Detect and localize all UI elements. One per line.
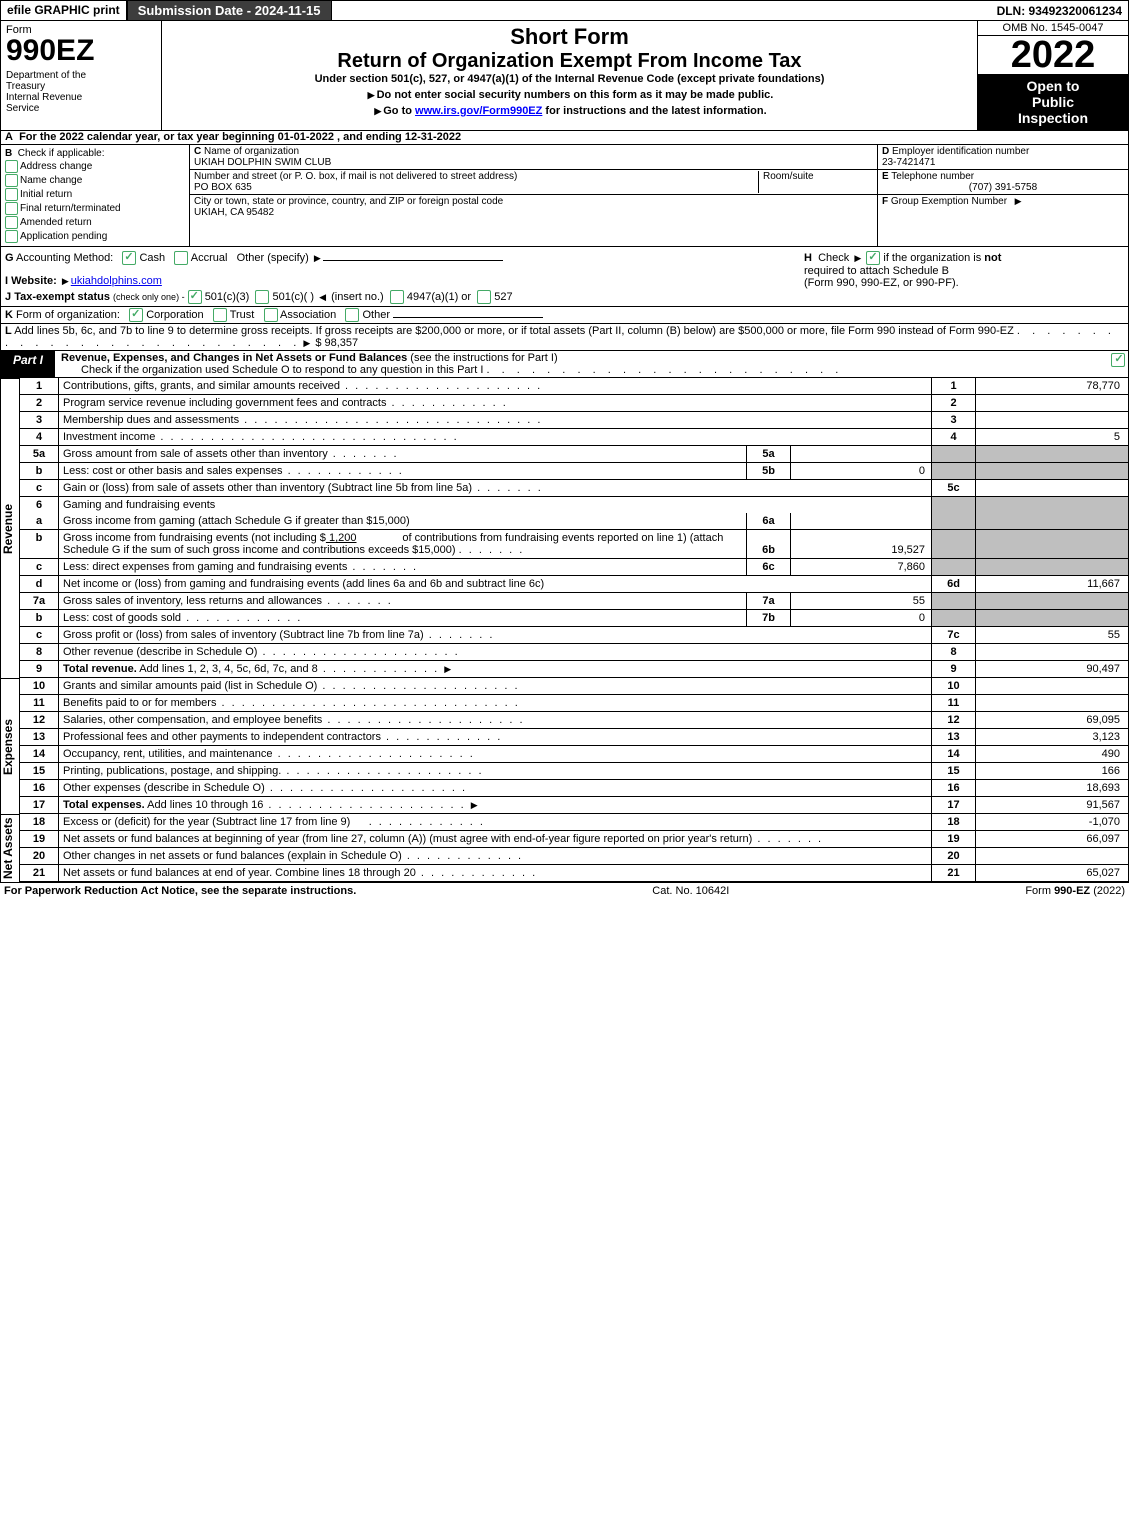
gross-receipts-value: $ 98,357: [315, 337, 358, 349]
netassets-section: Net Assets 18Excess or (deficit) for the…: [0, 814, 1129, 882]
room-suite: Room/suite: [758, 171, 873, 193]
val-21: 65,027: [976, 865, 1129, 882]
chk-corp[interactable]: [129, 308, 143, 322]
chk-trust[interactable]: [213, 308, 227, 322]
tax-year: 2022: [978, 36, 1128, 74]
val-9: 90,497: [976, 661, 1129, 678]
instr-ssn: Do not enter social security numbers on …: [170, 89, 969, 101]
irs-link[interactable]: www.irs.gov/Form990EZ: [415, 105, 542, 117]
line-j: J Tax-exempt status (check only one) - 5…: [5, 290, 796, 304]
part1-label: Part I: [1, 351, 55, 377]
line-i: I Website: ukiahdolphins.com: [5, 275, 796, 287]
dept-text: Department of theTreasuryInternal Revenu…: [6, 70, 156, 114]
sidelabel-netassets: Net Assets: [1, 814, 20, 882]
chk-assoc[interactable]: [264, 308, 278, 322]
expenses-section: Expenses 10Grants and similar amounts pa…: [0, 678, 1129, 814]
sidelabel-revenue: Revenue: [1, 378, 20, 678]
val-15: 166: [976, 763, 1129, 780]
city-state-zip: UKIAH, CA 95482: [194, 207, 274, 218]
val-8: [976, 644, 1129, 661]
val-6d: 11,667: [976, 576, 1129, 593]
sidelabel-expenses: Expenses: [1, 678, 20, 814]
line-a: A For the 2022 calendar year, or tax yea…: [0, 131, 1129, 145]
val-13: 3,123: [976, 729, 1129, 746]
val-7a: 55: [791, 593, 932, 610]
expenses-table: 10Grants and similar amounts paid (list …: [20, 678, 1129, 814]
val-6a: [791, 513, 932, 530]
netassets-table: 18Excess or (deficit) for the year (Subt…: [20, 814, 1129, 882]
val-14: 490: [976, 746, 1129, 763]
page-footer: For Paperwork Reduction Act Notice, see …: [0, 882, 1129, 899]
street-address: PO BOX 635: [194, 182, 252, 193]
block-bcdef: B Check if applicable: Address change Na…: [0, 145, 1129, 247]
chk-final-return[interactable]: [5, 202, 18, 215]
chk-501c[interactable]: [255, 290, 269, 304]
title-return: Return of Organization Exempt From Incom…: [170, 50, 969, 73]
val-10: [976, 678, 1129, 695]
block-gh: G Accounting Method: Cash Accrual Other …: [0, 247, 1129, 307]
val-20: [976, 848, 1129, 865]
val-line1: 78,770: [976, 378, 1129, 395]
revenue-section: Revenue 1 Contributions, gifts, grants, …: [0, 378, 1129, 678]
val-16: 18,693: [976, 780, 1129, 797]
submission-date-button[interactable]: Submission Date - 2024-11-15: [128, 1, 332, 20]
chk-501c3[interactable]: [188, 290, 202, 304]
section-b: B Check if applicable: Address change Na…: [1, 145, 190, 246]
part1-header: Part I Revenue, Expenses, and Changes in…: [0, 351, 1129, 378]
val-18: -1,070: [976, 814, 1129, 831]
val-7c: 55: [976, 627, 1129, 644]
val-6b: 19,527: [791, 530, 932, 559]
form-number: 990EZ: [6, 36, 156, 66]
line-h: H Check if the organization is not requi…: [800, 247, 1128, 306]
val-6c: 7,860: [791, 559, 932, 576]
section-def: D Employer identification number 23-7421…: [878, 145, 1128, 246]
val-11: [976, 695, 1129, 712]
val-line4: 5: [976, 429, 1129, 446]
dln-text: DLN: 93492320061234: [991, 2, 1128, 20]
top-bar: efile GRAPHIC print Submission Date - 20…: [0, 0, 1129, 21]
section-c: C Name of organization UKIAH DOLPHIN SWI…: [190, 145, 878, 246]
chk-address-change[interactable]: [5, 160, 18, 173]
cat-no: Cat. No. 10642I: [652, 885, 729, 897]
efile-print-button[interactable]: efile GRAPHIC print: [1, 1, 128, 20]
val-line2: [976, 395, 1129, 412]
subtitle: Under section 501(c), 527, or 4947(a)(1)…: [170, 73, 969, 85]
line-k: K Form of organization: Corporation Trus…: [0, 307, 1129, 324]
website-link[interactable]: ukiahdolphins.com: [71, 275, 162, 287]
val-5b: 0: [791, 463, 932, 480]
chk-amended-return[interactable]: [5, 216, 18, 229]
chk-4947[interactable]: [390, 290, 404, 304]
title-short-form: Short Form: [170, 24, 969, 50]
val-7b: 0: [791, 610, 932, 627]
chk-scheduleb[interactable]: [866, 251, 880, 265]
form-header: Form 990EZ Department of theTreasuryInte…: [0, 21, 1129, 131]
chk-cash[interactable]: [122, 251, 136, 265]
open-public-box: Open toPublicInspection: [978, 74, 1128, 130]
revenue-table: 1 Contributions, gifts, grants, and simi…: [20, 378, 1129, 678]
chk-scheduleo[interactable]: [1111, 353, 1125, 367]
chk-initial-return[interactable]: [5, 188, 18, 201]
instr-goto: Go to www.irs.gov/Form990EZ for instruct…: [170, 105, 969, 117]
phone-value: (707) 391-5758: [882, 182, 1124, 193]
val-5a: [791, 446, 932, 463]
val-line3: [976, 412, 1129, 429]
chk-app-pending[interactable]: [5, 230, 18, 243]
chk-527[interactable]: [477, 290, 491, 304]
chk-other-org[interactable]: [345, 308, 359, 322]
org-name: UKIAH DOLPHIN SWIM CLUB: [194, 157, 331, 168]
chk-accrual[interactable]: [174, 251, 188, 265]
line-g: G Accounting Method: Cash Accrual Other …: [5, 251, 796, 265]
val-17: 91,567: [976, 797, 1129, 814]
val-12: 69,095: [976, 712, 1129, 729]
chk-name-change[interactable]: [5, 174, 18, 187]
line-l: L Add lines 5b, 6c, and 7b to line 9 to …: [0, 324, 1129, 351]
val-19: 66,097: [976, 831, 1129, 848]
val-5c: [976, 480, 1129, 497]
ein-value: 23-7421471: [882, 157, 935, 168]
